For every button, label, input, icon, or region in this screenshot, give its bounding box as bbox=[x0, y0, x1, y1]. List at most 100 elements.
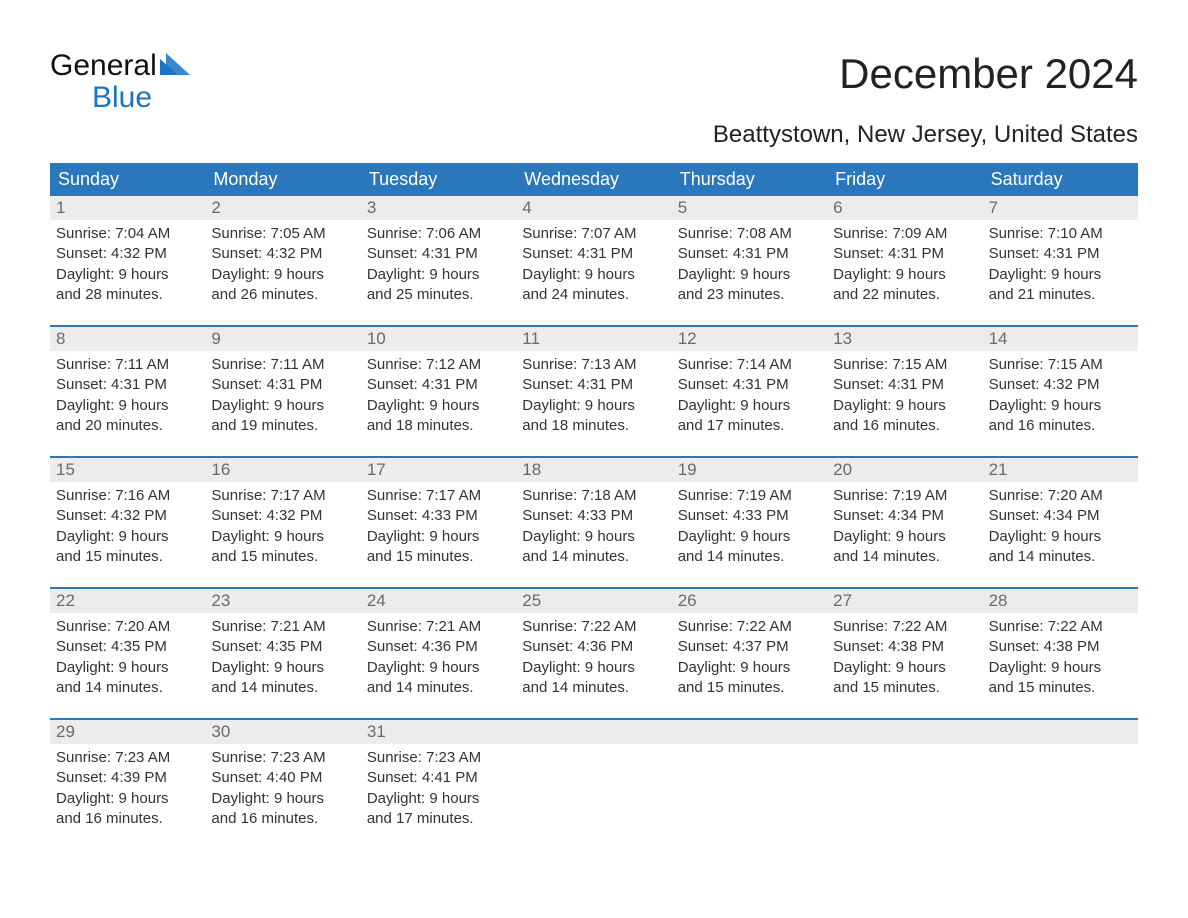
day-cell: Sunrise: 7:10 AMSunset: 4:31 PMDaylight:… bbox=[983, 220, 1138, 305]
day-number: 24 bbox=[361, 589, 516, 613]
sunset-text: Sunset: 4:31 PM bbox=[211, 375, 354, 395]
day-number: 25 bbox=[516, 589, 671, 613]
day-number: 23 bbox=[205, 589, 360, 613]
day-cell bbox=[983, 744, 1138, 829]
sunrise-text: Sunrise: 7:14 AM bbox=[678, 355, 821, 375]
daylight-text-2: and 16 minutes. bbox=[56, 809, 199, 829]
sunrise-text: Sunrise: 7:21 AM bbox=[367, 617, 510, 637]
sunset-text: Sunset: 4:31 PM bbox=[56, 375, 199, 395]
sunrise-text: Sunrise: 7:19 AM bbox=[833, 486, 976, 506]
day-number: 18 bbox=[516, 458, 671, 482]
day-number: 21 bbox=[983, 458, 1138, 482]
sunset-text: Sunset: 4:31 PM bbox=[678, 375, 821, 395]
day-cell: Sunrise: 7:11 AMSunset: 4:31 PMDaylight:… bbox=[205, 351, 360, 436]
day-cell: Sunrise: 7:09 AMSunset: 4:31 PMDaylight:… bbox=[827, 220, 982, 305]
daylight-text-1: Daylight: 9 hours bbox=[211, 789, 354, 809]
day-number: 6 bbox=[827, 196, 982, 220]
sunrise-text: Sunrise: 7:11 AM bbox=[211, 355, 354, 375]
sunrise-text: Sunrise: 7:05 AM bbox=[211, 224, 354, 244]
sunrise-text: Sunrise: 7:20 AM bbox=[56, 617, 199, 637]
daylight-text-1: Daylight: 9 hours bbox=[678, 658, 821, 678]
day-cell: Sunrise: 7:22 AMSunset: 4:38 PMDaylight:… bbox=[983, 613, 1138, 698]
daylight-text-2: and 14 minutes. bbox=[522, 547, 665, 567]
daylight-text-2: and 24 minutes. bbox=[522, 285, 665, 305]
day-number: 27 bbox=[827, 589, 982, 613]
daylight-text-2: and 16 minutes. bbox=[211, 809, 354, 829]
day-number: 29 bbox=[50, 720, 205, 744]
sunrise-text: Sunrise: 7:06 AM bbox=[367, 224, 510, 244]
day-number: 1 bbox=[50, 196, 205, 220]
day-number: 2 bbox=[205, 196, 360, 220]
sunset-text: Sunset: 4:34 PM bbox=[989, 506, 1132, 526]
daylight-text-2: and 18 minutes. bbox=[522, 416, 665, 436]
sunset-text: Sunset: 4:36 PM bbox=[522, 637, 665, 657]
day-of-week-header: Tuesday bbox=[361, 163, 516, 196]
sunset-text: Sunset: 4:35 PM bbox=[56, 637, 199, 657]
day-number: 19 bbox=[672, 458, 827, 482]
day-cell: Sunrise: 7:22 AMSunset: 4:36 PMDaylight:… bbox=[516, 613, 671, 698]
sunset-text: Sunset: 4:40 PM bbox=[211, 768, 354, 788]
sunrise-text: Sunrise: 7:23 AM bbox=[367, 748, 510, 768]
daylight-text-1: Daylight: 9 hours bbox=[56, 265, 199, 285]
day-cell bbox=[516, 744, 671, 829]
day-number: 16 bbox=[205, 458, 360, 482]
sunset-text: Sunset: 4:37 PM bbox=[678, 637, 821, 657]
day-of-week-header: Thursday bbox=[672, 163, 827, 196]
daylight-text-2: and 15 minutes. bbox=[833, 678, 976, 698]
daylight-text-1: Daylight: 9 hours bbox=[56, 396, 199, 416]
sunrise-text: Sunrise: 7:11 AM bbox=[56, 355, 199, 375]
sunset-text: Sunset: 4:32 PM bbox=[989, 375, 1132, 395]
location-text: Beattystown, New Jersey, United States bbox=[50, 121, 1138, 149]
day-number-row: 15161718192021 bbox=[50, 458, 1138, 482]
daylight-text-1: Daylight: 9 hours bbox=[211, 396, 354, 416]
logo-word-1: General bbox=[50, 50, 157, 82]
daylight-text-1: Daylight: 9 hours bbox=[522, 527, 665, 547]
sunrise-text: Sunrise: 7:21 AM bbox=[211, 617, 354, 637]
day-cell: Sunrise: 7:17 AMSunset: 4:33 PMDaylight:… bbox=[361, 482, 516, 567]
day-cell: Sunrise: 7:16 AMSunset: 4:32 PMDaylight:… bbox=[50, 482, 205, 567]
sunset-text: Sunset: 4:31 PM bbox=[367, 244, 510, 264]
sunset-text: Sunset: 4:31 PM bbox=[678, 244, 821, 264]
day-cell: Sunrise: 7:23 AMSunset: 4:39 PMDaylight:… bbox=[50, 744, 205, 829]
daylight-text-1: Daylight: 9 hours bbox=[678, 527, 821, 547]
sunset-text: Sunset: 4:38 PM bbox=[833, 637, 976, 657]
sunrise-text: Sunrise: 7:22 AM bbox=[678, 617, 821, 637]
daylight-text-2: and 16 minutes. bbox=[833, 416, 976, 436]
sunset-text: Sunset: 4:32 PM bbox=[211, 244, 354, 264]
daylight-text-2: and 28 minutes. bbox=[56, 285, 199, 305]
sunrise-text: Sunrise: 7:15 AM bbox=[989, 355, 1132, 375]
day-cell: Sunrise: 7:22 AMSunset: 4:38 PMDaylight:… bbox=[827, 613, 982, 698]
day-of-week-header: Monday bbox=[205, 163, 360, 196]
day-cell: Sunrise: 7:04 AMSunset: 4:32 PMDaylight:… bbox=[50, 220, 205, 305]
day-number: 11 bbox=[516, 327, 671, 351]
daylight-text-2: and 17 minutes. bbox=[367, 809, 510, 829]
day-number: 8 bbox=[50, 327, 205, 351]
daylight-text-2: and 20 minutes. bbox=[56, 416, 199, 436]
day-number bbox=[516, 720, 671, 744]
sunrise-text: Sunrise: 7:16 AM bbox=[56, 486, 199, 506]
sunrise-text: Sunrise: 7:09 AM bbox=[833, 224, 976, 244]
daylight-text-2: and 14 minutes. bbox=[833, 547, 976, 567]
sunset-text: Sunset: 4:33 PM bbox=[522, 506, 665, 526]
daylight-text-2: and 18 minutes. bbox=[367, 416, 510, 436]
sunset-text: Sunset: 4:31 PM bbox=[522, 244, 665, 264]
daylight-text-1: Daylight: 9 hours bbox=[56, 527, 199, 547]
day-number: 28 bbox=[983, 589, 1138, 613]
sunset-text: Sunset: 4:35 PM bbox=[211, 637, 354, 657]
day-number bbox=[672, 720, 827, 744]
sunrise-text: Sunrise: 7:07 AM bbox=[522, 224, 665, 244]
flag-icon bbox=[160, 50, 194, 82]
sunset-text: Sunset: 4:31 PM bbox=[833, 375, 976, 395]
sunset-text: Sunset: 4:41 PM bbox=[367, 768, 510, 788]
sunset-text: Sunset: 4:38 PM bbox=[989, 637, 1132, 657]
daylight-text-1: Daylight: 9 hours bbox=[989, 658, 1132, 678]
daylight-text-2: and 14 minutes. bbox=[678, 547, 821, 567]
day-cell bbox=[827, 744, 982, 829]
daylight-text-1: Daylight: 9 hours bbox=[367, 658, 510, 678]
sunset-text: Sunset: 4:32 PM bbox=[56, 244, 199, 264]
sunrise-text: Sunrise: 7:12 AM bbox=[367, 355, 510, 375]
daylight-text-1: Daylight: 9 hours bbox=[522, 396, 665, 416]
daylight-text-2: and 21 minutes. bbox=[989, 285, 1132, 305]
day-number: 17 bbox=[361, 458, 516, 482]
daylight-text-1: Daylight: 9 hours bbox=[678, 265, 821, 285]
